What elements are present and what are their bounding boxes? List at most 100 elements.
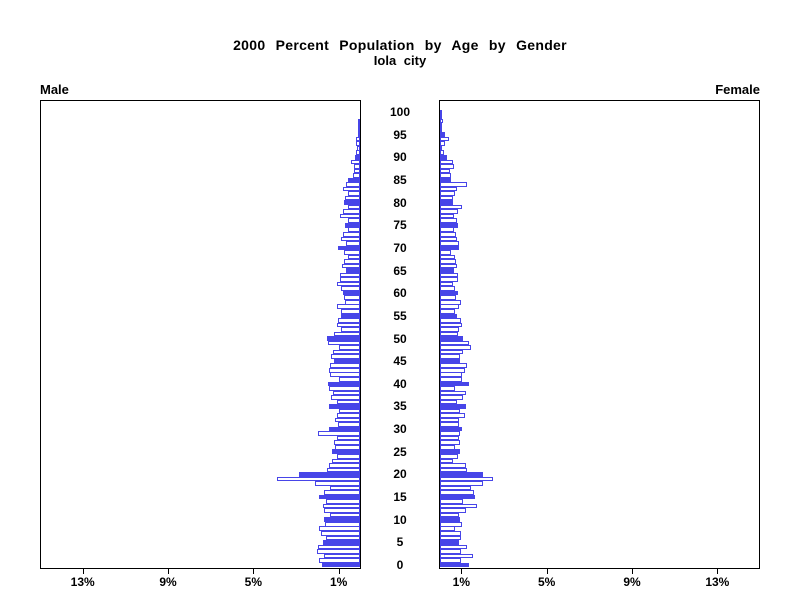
bar-female-age-43	[440, 367, 465, 373]
age-tick-label-5: 5	[396, 535, 404, 550]
bar-male-age-13	[322, 503, 360, 509]
bar-female-age-2	[440, 553, 474, 559]
bar-female-age-24	[440, 453, 459, 459]
bar-female-age-21	[440, 467, 467, 473]
bar-female-age-10	[440, 517, 461, 522]
bar-male-age-54	[337, 318, 360, 323]
bar-female-age-1	[440, 558, 462, 563]
bar-male-age-61	[340, 286, 360, 291]
bar-male-age-11	[330, 512, 360, 518]
bar-female-age-52	[440, 327, 460, 332]
bar-male-age-69	[344, 250, 360, 255]
bar-female-age-99	[440, 114, 442, 119]
bar-female-age-35	[440, 404, 466, 409]
bar-female-age-91	[440, 150, 445, 156]
bar-female-age-23	[440, 458, 453, 464]
bar-male-age-95	[357, 132, 360, 137]
bar-male-age-51	[334, 331, 360, 337]
bar-male-age-10	[323, 517, 360, 522]
bar-female-age-4	[440, 544, 467, 550]
male-bars-panel	[40, 100, 361, 569]
bar-male-age-39	[329, 386, 360, 391]
male-axis-tick-label-9%: 9%	[159, 575, 177, 589]
female-panel-label: Female	[715, 82, 760, 97]
bar-female-age-33	[440, 413, 465, 418]
chart-subtitle: Iola city	[373, 53, 427, 68]
age-tick-label-80: 80	[393, 195, 407, 210]
bar-female-age-7	[440, 530, 462, 536]
bar-male-age-4	[318, 544, 360, 550]
bar-male-age-80	[344, 200, 360, 205]
bar-female-age-87	[440, 168, 450, 174]
age-tick-label-0: 0	[396, 558, 404, 572]
bar-female-age-8	[440, 526, 455, 532]
bar-male-age-65	[346, 268, 360, 273]
bar-male-age-85	[348, 177, 360, 183]
female-axis-tick-label-5%: 5%	[537, 575, 556, 589]
bar-male-age-44	[330, 363, 360, 368]
bar-male-age-63	[339, 277, 360, 282]
bar-male-age-6	[325, 535, 360, 541]
bar-female-age-89	[440, 159, 453, 165]
bar-male-age-72	[340, 236, 360, 242]
female-bars-panel	[439, 100, 760, 569]
female-axis-tick-label-13%: 13%	[705, 575, 730, 589]
bar-female-age-71	[440, 241, 460, 246]
age-tick-label-40: 40	[393, 376, 407, 391]
bar-male-age-76	[348, 218, 360, 223]
bar-male-age-93	[355, 141, 360, 146]
bar-female-age-69	[440, 250, 451, 255]
bar-female-age-77	[440, 213, 454, 219]
age-tick-label-15: 15	[393, 490, 407, 505]
bar-female-age-5	[440, 540, 460, 545]
bar-male-age-82	[348, 191, 360, 196]
bar-male-age-84	[346, 182, 360, 187]
bar-female-age-76	[440, 218, 458, 223]
bar-male-age-20	[299, 472, 360, 477]
bar-male-age-74	[348, 227, 360, 233]
age-tick-label-60: 60	[393, 286, 407, 301]
bar-male-age-77	[339, 213, 360, 219]
bar-male-age-59	[344, 295, 360, 301]
bar-male-age-35	[329, 404, 360, 409]
bar-female-age-62	[440, 281, 453, 287]
bar-male-age-5	[322, 540, 360, 545]
bar-female-age-25	[440, 449, 461, 455]
age-tick-label-85: 85	[393, 172, 407, 187]
age-tick-label-55: 55	[393, 308, 407, 323]
bar-male-age-58	[345, 299, 360, 305]
bar-male-age-92	[356, 145, 360, 151]
bar-male-age-50	[326, 336, 360, 341]
bar-female-age-20	[440, 472, 483, 477]
bar-female-age-94	[440, 136, 449, 142]
bar-male-age-81	[345, 195, 360, 201]
bar-female-age-6	[440, 535, 462, 541]
bar-female-age-61	[440, 286, 455, 291]
age-tick-label-65: 65	[393, 263, 407, 278]
bar-female-age-73	[440, 232, 456, 237]
bar-male-age-60	[342, 290, 360, 296]
bar-female-age-54	[440, 318, 462, 323]
bar-male-age-0	[321, 562, 360, 568]
bar-male-age-66	[341, 263, 360, 269]
bar-male-age-55	[340, 313, 360, 319]
bar-male-age-42	[330, 372, 360, 378]
male-axis-tick-label-5%: 5%	[244, 575, 262, 589]
bar-female-age-81	[440, 195, 453, 201]
bar-female-age-75	[440, 222, 459, 228]
bar-male-age-73	[342, 232, 360, 237]
female-axis-tick-1	[461, 569, 463, 574]
bar-female-age-30	[440, 426, 463, 432]
bar-male-age-3	[317, 549, 360, 554]
bar-male-age-33	[336, 413, 360, 418]
bar-female-age-32	[440, 417, 460, 423]
bar-male-age-25	[332, 449, 360, 455]
bar-male-age-17	[330, 485, 360, 491]
bar-female-age-38	[440, 390, 466, 396]
bar-male-age-12	[323, 508, 360, 513]
chart-title: 2000 Percent Population by Age by Gender	[233, 37, 567, 53]
bar-male-age-29	[318, 431, 360, 436]
bar-female-age-55	[440, 313, 458, 319]
bar-male-age-90	[354, 155, 360, 160]
female-axis-tick-9	[632, 569, 633, 574]
